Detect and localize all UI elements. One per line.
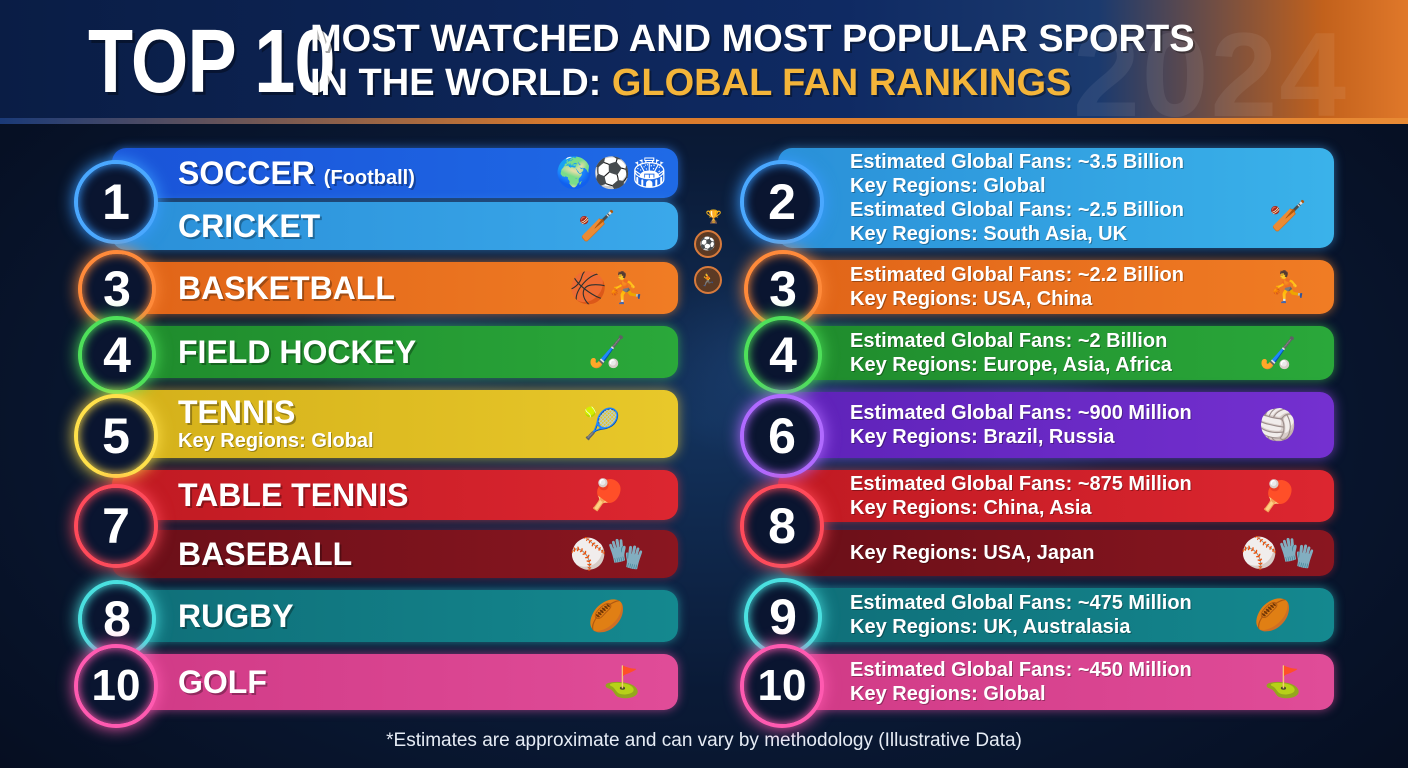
sport-name: BASKETBALL	[178, 269, 395, 306]
estimated-fans: Estimated Global Fans: ~900 Million	[850, 402, 1192, 424]
header-divider	[0, 118, 1408, 124]
rugby-ball-icon: 🏉	[588, 599, 626, 633]
row-right-9: Estimated Global Fans: ~475 Million Key …	[778, 588, 1334, 642]
row-right-4: Estimated Global Fans: ~2 Billion Key Re…	[778, 326, 1334, 380]
row-right-2: Estimated Global Fans: ~3.5 Billion Key …	[778, 148, 1334, 248]
key-regions: Key Regions: USA, Japan	[850, 542, 1095, 564]
rank-badge-8: 8	[78, 580, 156, 658]
hockey-stick-icon: 🏑	[588, 335, 626, 369]
footnote: *Estimates are approximate and can vary …	[386, 730, 1022, 751]
rank-badge-5: 5	[74, 394, 158, 478]
row-field-hockey: FIELD HOCKEY 🏑	[112, 326, 678, 378]
ping-pong-icon: 🏓	[588, 478, 626, 512]
basketball-hoop-icon: 🏀⛹	[569, 271, 645, 305]
row-right-6: Estimated Global Fans: ~900 Million Key …	[778, 392, 1334, 458]
basketball-player-icon: ⛹	[1269, 270, 1307, 304]
header-title-line1: MOST WATCHED AND MOST POPULAR SPORTS	[310, 18, 1195, 60]
row-table-tennis: TABLE TENNIS 🏓	[112, 470, 678, 520]
rank-badge-4: 4	[78, 316, 156, 394]
header-top10: TOP 10	[88, 12, 336, 112]
estimated-fans: Estimated Global Fans: ~450 Million	[850, 659, 1192, 681]
key-regions: Key Regions: South Asia, UK	[850, 223, 1128, 245]
row-baseball: BASEBALL ⚾🧤	[112, 530, 678, 578]
row-golf: GOLF ⛳	[112, 654, 678, 710]
key-regions: Key Regions: Global	[178, 430, 374, 452]
cricket-wicket-icon: 🏏	[1269, 199, 1307, 233]
key-regions: Key Regions: Europe, Asia, Africa	[850, 354, 1172, 376]
row-right-8: Estimated Global Fans: ~875 Million Key …	[778, 470, 1334, 522]
trophy-icon: 🏆	[705, 209, 723, 224]
golf-ball-icon: ⛳	[1264, 665, 1302, 699]
soccer-ball-icon: ⚽	[694, 230, 722, 258]
baseball-glove-icon: ⚾🧤	[1240, 536, 1316, 570]
rank-badge-1: 1	[74, 160, 158, 244]
row-right-10: Estimated Global Fans: ~450 Million Key …	[778, 654, 1334, 710]
runner-icon: 🏃	[694, 266, 722, 294]
row-basketball: BASKETBALL 🏀⛹	[112, 262, 678, 314]
row-right-3: Estimated Global Fans: ~2.2 Billion Key …	[778, 260, 1334, 314]
sport-name: TENNIS	[178, 394, 296, 430]
tennis-racket-icon: 🎾	[583, 407, 621, 441]
key-regions: Key Regions: UK, Australasia	[850, 616, 1131, 638]
sport-name: TABLE TENNIS	[178, 476, 409, 513]
sport-name: BASEBALL	[178, 535, 353, 572]
rank-badge-10: 10	[74, 644, 158, 728]
row-rugby: RUGBY 🏉	[112, 590, 678, 642]
volleyball-icon: 🏐	[1259, 408, 1297, 442]
sport-name: GOLF	[178, 663, 267, 700]
rank-badge-9: 9	[744, 578, 822, 656]
estimated-fans: Estimated Global Fans: ~2 Billion	[850, 330, 1168, 352]
key-regions: Key Regions: China, Asia	[850, 497, 1092, 519]
row-right-baseball: Key Regions: USA, Japan ⚾🧤	[778, 530, 1334, 576]
header: 2024 TOP 10 MOST WATCHED AND MOST POPULA…	[0, 0, 1408, 122]
rank-badge-right-8: 8	[740, 484, 824, 568]
ping-pong-icon: 🏓	[1259, 479, 1297, 513]
rugby-scrum-icon: 🏉	[1254, 598, 1292, 632]
golf-ball-icon: ⛳	[603, 665, 641, 699]
sport-name: FIELD HOCKEY	[178, 333, 417, 370]
estimated-fans: Estimated Global Fans: ~2.2 Billion	[850, 264, 1184, 286]
key-regions: Key Regions: Brazil, Russia	[850, 426, 1115, 448]
estimated-fans: Estimated Global Fans: ~875 Million	[850, 473, 1192, 495]
estimated-fans: Estimated Global Fans: ~3.5 Billion	[850, 151, 1184, 173]
header-title-accent: GLOBAL FAN RANKINGS	[611, 62, 1072, 104]
row-soccer: SOCCER (Football) 🌍⚽🏟	[112, 148, 678, 198]
sport-name: CRICKET	[178, 207, 321, 244]
header-title-line2: IN THE WORLD: GLOBAL FAN RANKINGS	[310, 62, 1072, 104]
key-regions: Key Regions: USA, China	[850, 288, 1093, 310]
rank-badge-7: 7	[74, 484, 158, 568]
baseball-glove-icon: ⚾🧤	[569, 537, 645, 571]
hockey-player-icon: 🏑	[1259, 336, 1297, 370]
row-tennis: TENNIS Key Regions: Global 🎾	[112, 390, 678, 458]
row-cricket: CRICKET 🏏	[112, 202, 678, 250]
estimated-fans: Estimated Global Fans: ~475 Million	[850, 592, 1192, 614]
rank-badge-right-10: 10	[740, 644, 824, 728]
key-regions: Key Regions: Global	[850, 683, 1046, 705]
header-watermark: 2024	[1073, 8, 1348, 122]
rank-badge-6: 6	[740, 394, 824, 478]
estimated-fans: Estimated Global Fans: ~2.5 Billion	[850, 199, 1184, 221]
sport-name: SOCCER (Football)	[178, 154, 415, 191]
cricket-bat-ball-icon: 🏏	[578, 209, 616, 243]
rank-badge-2: 2	[740, 160, 824, 244]
rank-badge-right-4: 4	[744, 316, 822, 394]
key-regions: Key Regions: Global	[850, 175, 1046, 197]
sport-name: RUGBY	[178, 597, 294, 634]
globe-ball-stadium-icon: 🌍⚽🏟	[555, 156, 669, 190]
